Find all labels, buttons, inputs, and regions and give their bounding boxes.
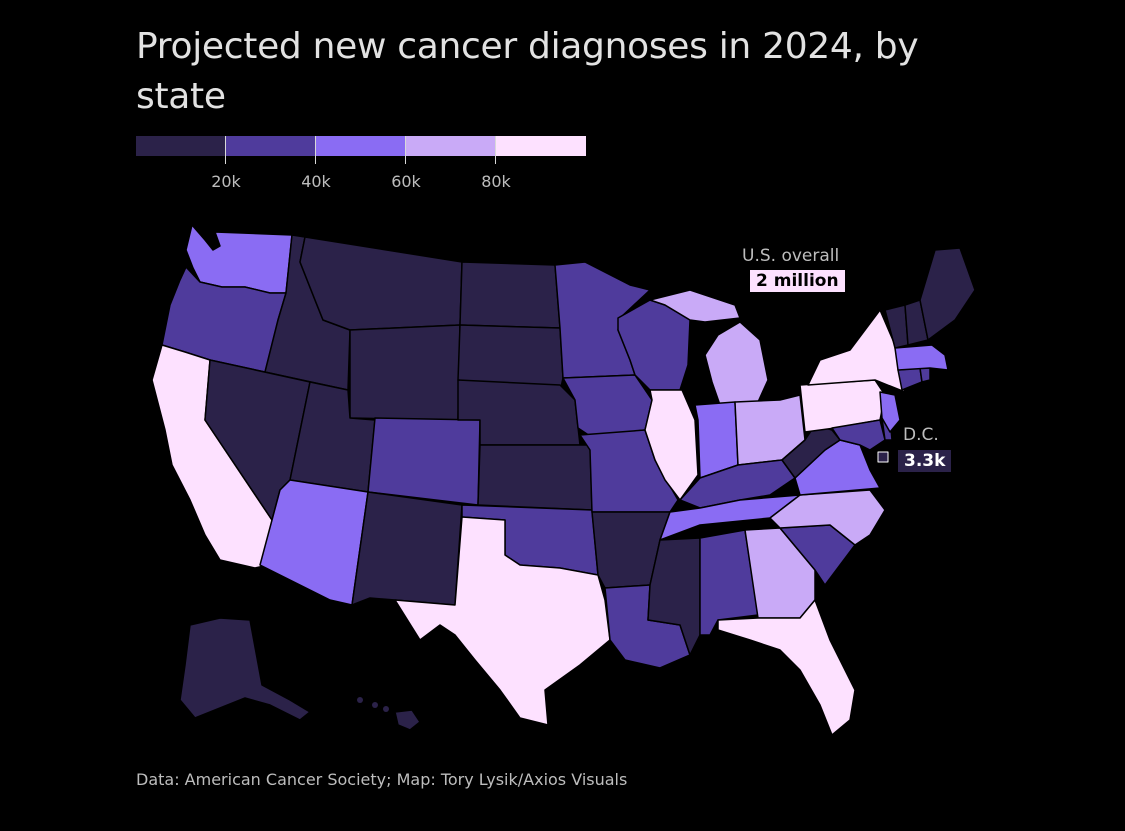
state-ks[interactable]	[477, 444, 593, 511]
dc-value: 3.3k	[898, 450, 952, 472]
legend-tick-label-60k: 60k	[391, 172, 421, 191]
state-hi-islet-3	[383, 706, 389, 712]
state-ny[interactable]	[807, 309, 906, 393]
state-me[interactable]	[919, 247, 976, 341]
us-overall-value: 2 million	[750, 270, 845, 292]
state-ri[interactable]	[919, 367, 931, 383]
state-ct[interactable]	[897, 367, 923, 391]
state-dc[interactable]	[877, 451, 889, 463]
state-mt[interactable]	[299, 236, 463, 331]
chart-title: Projected new cancer diagnoses in 2024, …	[136, 26, 919, 117]
legend-tick-label-40k: 40k	[301, 172, 331, 191]
state-mi[interactable]	[704, 321, 769, 406]
state-nd[interactable]	[459, 261, 561, 329]
state-ak[interactable]	[179, 617, 311, 721]
legend-bin-3	[316, 136, 406, 156]
source-note: Data: American Cancer Society; Map: Tory…	[136, 770, 628, 789]
state-hi-islet-1	[357, 697, 363, 703]
state-mi-up[interactable]	[649, 289, 741, 323]
color-legend: 20k 40k 60k 80k	[136, 136, 586, 196]
state-tx[interactable]	[394, 516, 611, 726]
state-sd[interactable]	[457, 324, 564, 393]
state-fl[interactable]	[717, 599, 856, 736]
legend-bin-5	[496, 136, 586, 156]
legend-tick-4	[495, 136, 496, 164]
legend-bin-4	[406, 136, 496, 156]
state-wy[interactable]	[349, 324, 461, 421]
state-nj[interactable]	[879, 391, 901, 433]
legend-tick-label-80k: 80k	[481, 172, 511, 191]
state-hi-islet-2	[372, 702, 378, 708]
legend-tick-1	[225, 136, 226, 164]
legend-tick-label-20k: 20k	[211, 172, 241, 191]
legend-bin-1	[136, 136, 226, 156]
state-il[interactable]	[644, 389, 699, 501]
state-nm[interactable]	[351, 491, 463, 606]
dc-label: D.C.	[903, 425, 939, 445]
legend-tick-3	[405, 136, 406, 164]
legend-tick-2	[315, 136, 316, 164]
state-co[interactable]	[367, 417, 481, 506]
legend-bin-2	[226, 136, 316, 156]
state-hi[interactable]	[394, 709, 421, 731]
state-md[interactable]	[831, 419, 886, 451]
state-ma[interactable]	[894, 344, 949, 371]
us-overall-label: U.S. overall	[742, 246, 840, 266]
